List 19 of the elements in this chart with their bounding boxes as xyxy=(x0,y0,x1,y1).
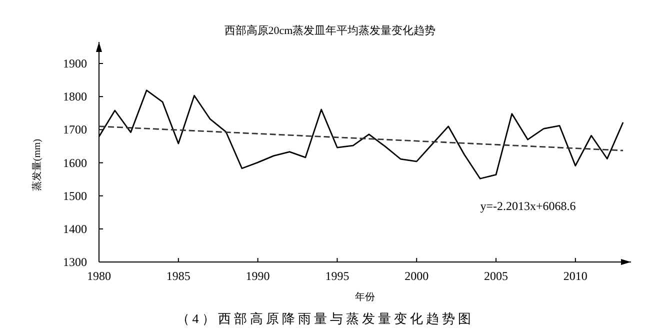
x-axis-title: 年份 xyxy=(355,291,375,303)
y-tick-label: 1700 xyxy=(63,122,87,137)
y-tick-label: 1900 xyxy=(63,56,87,71)
y-tick-label: 1300 xyxy=(63,255,87,269)
x-tick-label: 1985 xyxy=(166,269,190,283)
y-tick-label: 1400 xyxy=(63,222,87,236)
x-tick-label: 2010 xyxy=(563,269,588,283)
y-tick-label: 1600 xyxy=(63,156,87,170)
chart-title: 西部高原20cm蒸发皿年平均蒸发量变化趋势 xyxy=(224,24,436,37)
y-tick-label: 1800 xyxy=(63,90,87,104)
x-tick-label: 2000 xyxy=(404,269,429,283)
annotation: y=-2.2013x+6068.6 xyxy=(480,199,576,213)
x-tick-label: 1995 xyxy=(325,269,350,283)
x-tick-label: 1990 xyxy=(246,269,270,283)
text: （4）西部高原降雨量与蒸发量变化趋势图 xyxy=(176,311,474,326)
y-axis-title: 蒸发量(mm) xyxy=(31,138,43,192)
x-tick-label: 1980 xyxy=(87,269,111,283)
x-tick-label: 2005 xyxy=(484,269,508,283)
y-tick-label: 1500 xyxy=(63,188,87,203)
